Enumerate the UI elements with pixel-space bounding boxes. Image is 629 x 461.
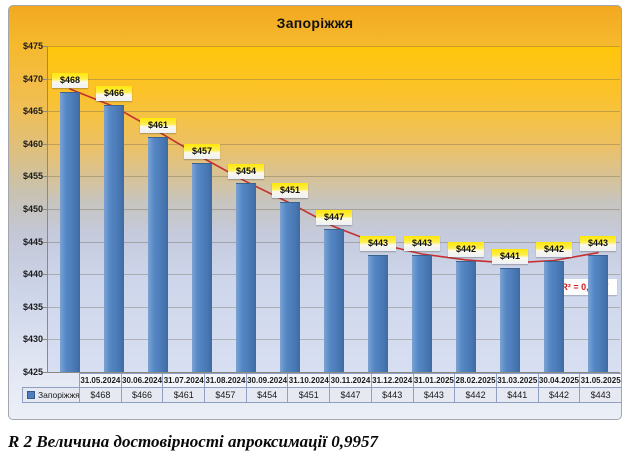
bar[interactable] [412, 254, 432, 372]
bar[interactable] [544, 261, 564, 372]
plot-area: R² = 0,9957 $468 $466 $461 $457 $454 $451 $447… [48, 46, 620, 373]
table-date-cell: 30.06.2024 [120, 373, 164, 388]
gridline [48, 78, 620, 80]
table-value-cell: $443 [579, 387, 621, 403]
bar-data-label[interactable]: $441 [492, 248, 528, 264]
gridline [48, 143, 620, 145]
bar-data-label[interactable]: $443 [404, 235, 440, 251]
bar-data-label[interactable]: $443 [360, 235, 396, 251]
y-tick-label: $425 [22, 367, 43, 377]
caption: R 2 Величина достовірності апроксимації … [8, 432, 378, 451]
table-value-cell: $442 [454, 387, 497, 403]
y-tick-mark [43, 176, 48, 178]
table-value-cell: $447 [329, 387, 372, 403]
y-tick-label: $460 [22, 138, 43, 149]
bar[interactable] [456, 261, 476, 372]
bar[interactable] [500, 267, 520, 372]
table-value-cell: $442 [537, 387, 581, 403]
table-date-cell: 31.05.2025 [579, 373, 621, 388]
y-tick-label: $430 [22, 334, 43, 345]
bar[interactable] [104, 104, 124, 372]
y-tick-label: $445 [22, 236, 43, 247]
table-date-cell: 31.01.2025 [412, 373, 456, 388]
table-date-cell: 31.07.2024 [162, 373, 206, 388]
table-date-cell: 30.11.2024 [329, 373, 372, 388]
bar-data-label[interactable]: $447 [316, 209, 352, 225]
bar-data-label[interactable]: $468 [52, 72, 88, 88]
table-date-cell: 30.04.2025 [537, 373, 581, 388]
table-date-cell: 31.03.2025 [495, 373, 539, 388]
table-date-cell: 31.12.2024 [370, 373, 414, 388]
bar[interactable] [60, 91, 80, 372]
y-tick-mark [43, 339, 48, 341]
legend-key[interactable]: Запоріжжя [22, 387, 80, 403]
y-tick-label: $455 [22, 171, 43, 182]
bar[interactable] [324, 228, 344, 372]
bar[interactable] [280, 202, 300, 372]
y-tick-mark [43, 111, 48, 113]
gridline [48, 46, 620, 47]
y-tick-label: $435 [22, 301, 43, 312]
bar-data-label[interactable]: $442 [536, 242, 572, 258]
y-tick-label: $470 [22, 73, 43, 84]
y-tick-mark [43, 372, 48, 373]
legend-series-name: Запоріжжя [38, 389, 80, 400]
bar-data-label[interactable]: $466 [96, 85, 132, 101]
y-tick-label: $465 [22, 106, 43, 117]
y-tick-label: $450 [22, 204, 43, 214]
table-value-cell: $454 [245, 387, 289, 403]
bar-data-label[interactable]: $454 [228, 163, 264, 179]
gridline [48, 176, 620, 178]
table-date-cell: 31.08.2024 [204, 373, 247, 388]
table-value-cell: $443 [370, 387, 414, 403]
bar[interactable] [588, 254, 608, 372]
table-value-cell: $461 [162, 387, 206, 403]
y-tick-mark [43, 274, 48, 276]
table-value-cell: $443 [412, 387, 456, 403]
table-date-cell: 31.05.2024 [79, 373, 122, 388]
y-tick-mark [43, 306, 48, 308]
bar[interactable] [148, 137, 168, 372]
bar-data-label[interactable]: $457 [184, 144, 220, 160]
gridline [48, 209, 620, 210]
table-value-cell: $441 [495, 387, 539, 403]
table-date-cell: 28.02.2025 [454, 373, 497, 388]
y-tick-mark [43, 209, 48, 210]
table-date-cell: 30.09.2024 [245, 373, 289, 388]
y-tick-mark [43, 143, 48, 145]
bar-data-label[interactable]: $461 [140, 118, 176, 134]
series-color-swatch-icon [27, 391, 35, 399]
table-date-cell: 31.10.2024 [287, 373, 331, 388]
bar-data-label[interactable]: $443 [580, 235, 616, 251]
y-tick-mark [43, 46, 48, 47]
table-value-cell: $468 [79, 387, 122, 403]
gridline [48, 372, 620, 373]
table-value-cell: $466 [120, 387, 164, 403]
y-tick-mark [43, 78, 48, 80]
bar[interactable] [236, 182, 256, 372]
chart-title[interactable]: Запоріжжя [276, 15, 354, 31]
gridline [48, 111, 620, 113]
bar-data-label[interactable]: $451 [272, 183, 308, 199]
y-tick-mark [43, 241, 48, 243]
bar[interactable] [192, 163, 212, 372]
chart-area: Запоріжжя R² = 0,9957 $468 $466 $461 $457 $4… [8, 5, 622, 420]
table-value-cell: $457 [204, 387, 247, 403]
table-value-cell: $451 [287, 387, 331, 403]
y-tick-label: $440 [22, 269, 43, 280]
bar-data-label[interactable]: $442 [448, 242, 484, 258]
y-tick-label: $475 [22, 41, 43, 51]
bar[interactable] [368, 254, 388, 372]
